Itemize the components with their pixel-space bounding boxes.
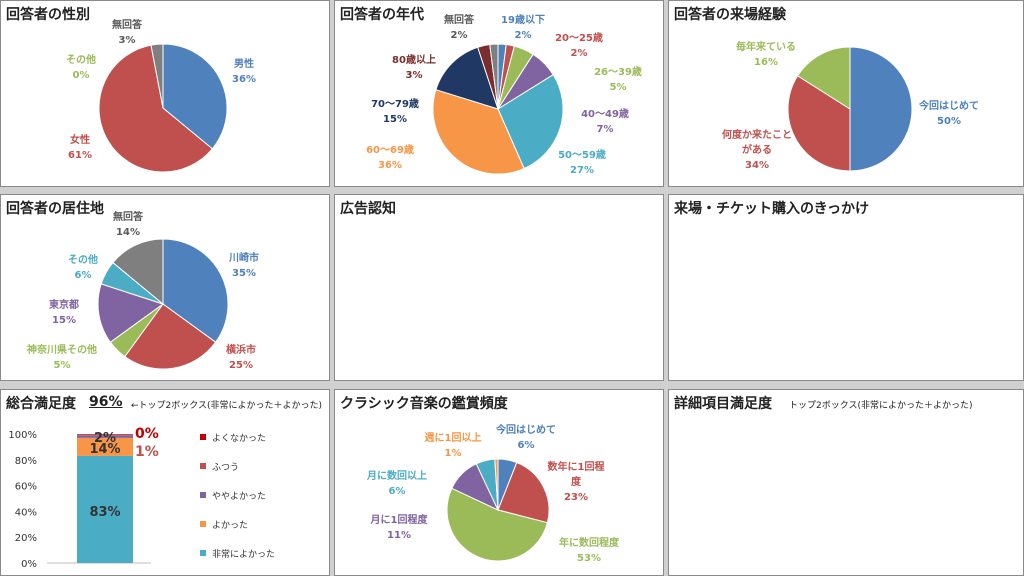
- slice-label: 月に数回以上 6%: [366, 469, 427, 497]
- slice-label: 今回はじめて 6%: [495, 423, 556, 451]
- ad-awareness-bar-chart: 友の会のDMや会報誌20%ミューザのウェブサイト・メルマガ・SNS26%出演者の…: [335, 195, 664, 381]
- stacked-segment: [77, 434, 133, 436]
- y-tick-label: 80%: [15, 456, 37, 467]
- gender-pie-chart: 男性 36% 女性 61% その他 0% 無回答 3%: [66, 18, 256, 173]
- pie-slice: [849, 46, 913, 172]
- slice-label: 数年に1回程度 23%: [548, 460, 605, 503]
- value-label: 14%: [89, 442, 120, 457]
- slice-label: 川崎市 35%: [228, 251, 259, 279]
- pie-slice: [796, 46, 851, 110]
- purchase-reason-bar-chart: ミューザのホールや設備が好きだから38%出演者がよいから48%曲目がよいから72…: [669, 195, 1024, 381]
- slice-label: 今回はじめて 50%: [918, 99, 979, 127]
- stacked-segment: [77, 455, 133, 563]
- slice-label: 70～79歳 15%: [371, 97, 419, 125]
- slice-label: 男性 36%: [232, 57, 256, 85]
- y-tick-label: 100%: [8, 430, 37, 441]
- slice-label: 80歳以上 3%: [392, 53, 436, 81]
- chart-title: 回答者の居住地: [6, 201, 104, 217]
- pie-slice: [112, 238, 164, 306]
- slice-label: 週に1回以上 1%: [425, 431, 482, 459]
- panel-age: 回答者の年代 19歳以下 2% 20～25歳 2% 26～39歳 5% 40～49歳 7% 50…: [334, 0, 664, 187]
- legend-swatch: [200, 521, 206, 527]
- top2-note: トップ2ボックス(非常によかった＋よかった): [789, 401, 973, 411]
- legend-label: 非常によかった: [212, 548, 275, 560]
- stacked-segment: [77, 435, 133, 438]
- value-label: 1%: [135, 444, 159, 460]
- chart-title: 広告認知: [340, 201, 396, 217]
- legend-swatch: [200, 550, 206, 556]
- slice-label: 無回答 14%: [113, 210, 144, 238]
- chart-title: 来場・チケット購入のきっかけ: [674, 201, 870, 217]
- visit-experience-pie-chart: 今回はじめて 50% 何度か来たことがある 34% 毎年来ている 16%: [722, 40, 979, 172]
- y-tick-label: 40%: [15, 507, 37, 518]
- detail-satisfaction-bar-chart: 出演者・楽団99%曲目95%演奏99%公演の時間帯97%入場料90%トーク89%: [669, 390, 1024, 576]
- slice-label: 女性 61%: [68, 133, 92, 161]
- y-tick-label: 60%: [15, 482, 37, 493]
- slice-label: 年に数回程度 53%: [559, 536, 620, 564]
- panel-purchase-reason: 来場・チケット購入のきっかけ ミューザのホールや設備が好きだから38%出演者がよ…: [668, 194, 1024, 381]
- age-pie-chart: 19歳以下 2% 20～25歳 2% 26～39歳 5% 40～49歳 7% 50～59歳 27%…: [366, 13, 642, 176]
- pie-slice: [489, 43, 499, 110]
- legend-swatch: [200, 463, 206, 469]
- slice-label: 毎年来ている 16%: [736, 40, 796, 68]
- value-label: 2%: [94, 431, 116, 446]
- headline-value: 96%: [89, 394, 123, 410]
- slice-label: 東京都 15%: [49, 298, 79, 326]
- panel-gender: 回答者の性別 男性 36% 女性 61% その他 0% 無回答 3%: [0, 0, 330, 187]
- top2-note: ←トップ2ボックス(非常によかった＋よかった): [131, 401, 323, 411]
- slice-label: 無回答 3%: [112, 18, 143, 46]
- value-label: 83%: [89, 505, 120, 520]
- legend-swatch: [200, 492, 206, 498]
- pie-slice: [97, 283, 165, 343]
- chart-title: 回答者の性別: [6, 7, 90, 23]
- slice-label: 26～39歳 5%: [594, 65, 642, 93]
- chart-title: 回答者の年代: [340, 7, 424, 23]
- pie-slice: [162, 43, 228, 150]
- slice-label: 月に1回程度 11%: [370, 513, 429, 541]
- panel-residence: 回答者の居住地 川崎市 35% 横浜市 25% 神奈川県その他 5% 東京都 15% その他 6%…: [0, 194, 330, 381]
- slice-label: 19歳以下 2%: [501, 13, 545, 41]
- pie-slice: [162, 238, 229, 343]
- slice-label: 横浜市 25%: [226, 343, 256, 371]
- chart-title: 総合満足度: [6, 396, 76, 412]
- y-tick-label: 20%: [15, 533, 37, 544]
- pie-slice: [124, 303, 217, 370]
- pie-slice: [494, 458, 499, 511]
- legend-label: ややよかった: [212, 491, 266, 502]
- legend-swatch: [200, 434, 206, 440]
- slice-label: 無回答 2%: [444, 13, 475, 41]
- panel-overall-satisfaction: 総合満足度 96% ←トップ2ボックス(非常によかった＋よかった) 0% 20% 4…: [0, 389, 330, 576]
- slice-label: その他 0%: [66, 53, 96, 81]
- pie-slice: [497, 461, 550, 524]
- legend-label: ふつう: [212, 462, 239, 473]
- legend-label: よくなかった: [212, 433, 266, 444]
- legend-label: よかった: [212, 520, 248, 531]
- stacked-segment: [77, 437, 133, 456]
- chart-title: 詳細項目満足度: [674, 396, 772, 412]
- overall-satisfaction-stacked-bar: 0% 20% 40% 60% 80% 100% 83% 14%2% 1% 0% よくなかったふつうや…: [8, 426, 275, 570]
- slice-label: 神奈川県その他 5%: [27, 343, 97, 371]
- pie-slice: [446, 487, 549, 562]
- panel-ad-awareness: 広告認知 友の会のDMや会報誌20%ミューザのウェブサイト・メルマガ・SNS26…: [334, 194, 664, 381]
- slice-label: 20～25歳 2%: [555, 31, 603, 59]
- panel-listening-frequency: クラシック音楽の鑑賞頻度 今回はじめて 6% 数年に1回程度 23% 年に数回程度 53%…: [334, 389, 664, 576]
- y-tick-label: 0%: [21, 559, 37, 570]
- slice-label: 50～59歳 27%: [558, 148, 606, 176]
- pie-slice: [98, 44, 214, 173]
- slice-label: 40～49歳 7%: [581, 107, 629, 135]
- pie-slice: [432, 89, 525, 175]
- slice-label: 何度か来たことがある 34%: [722, 128, 792, 171]
- slice-label: 60～69歳 36%: [366, 143, 414, 171]
- panel-detail-satisfaction: 詳細項目満足度 トップ2ボックス(非常によかった＋よかった) 出演者・楽団99%…: [668, 389, 1024, 576]
- chart-title: クラシック音楽の鑑賞頻度: [340, 396, 508, 412]
- value-label: 0%: [135, 426, 159, 442]
- chart-title: 回答者の来場経験: [674, 7, 786, 23]
- pie-slice: [150, 43, 164, 109]
- panel-visit-experience: 回答者の来場経験 今回はじめて 50% 何度か来たことがある 34% 毎年来ている 16%: [668, 0, 1024, 187]
- residence-pie-chart: 川崎市 35% 横浜市 25% 神奈川県その他 5% 東京都 15% その他 6% 無回答 14%: [27, 210, 259, 371]
- slice-label: その他 6%: [68, 253, 98, 281]
- listening-frequency-pie-chart: 今回はじめて 6% 数年に1回程度 23% 年に数回程度 53% 月に1回程度 11% 月に数回…: [366, 423, 620, 564]
